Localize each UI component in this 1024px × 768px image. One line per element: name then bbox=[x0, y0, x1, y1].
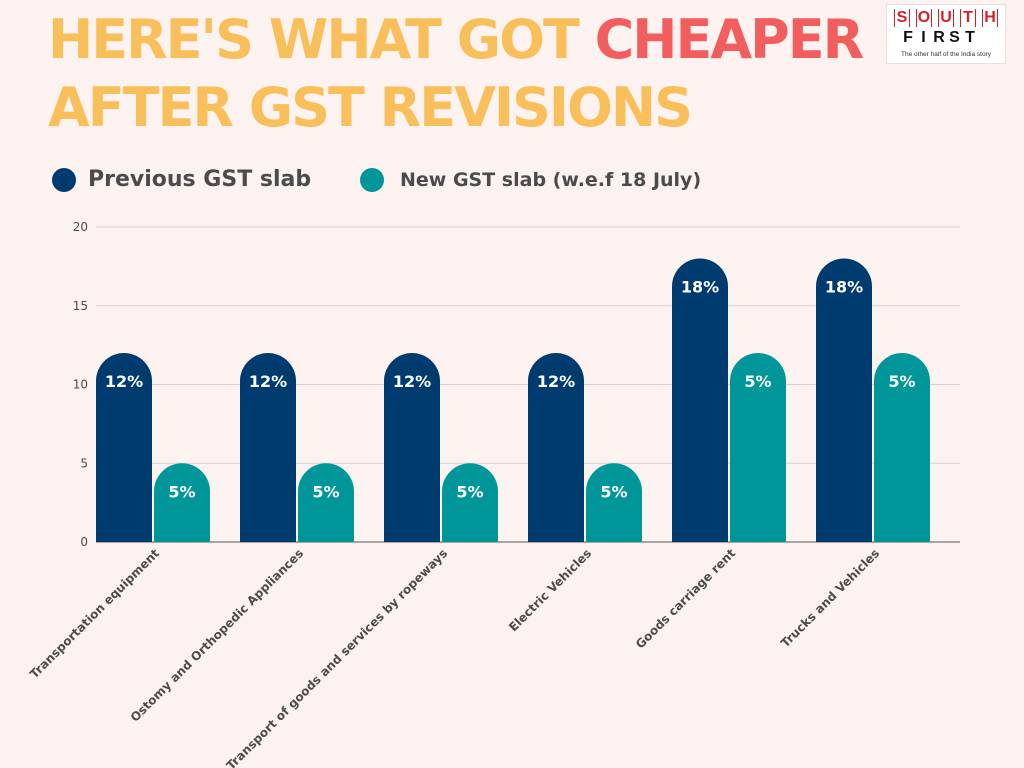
data-label: 5% bbox=[744, 372, 771, 391]
logo-letter: O bbox=[916, 9, 932, 27]
logo-letter: F bbox=[903, 29, 913, 46]
bar-new bbox=[874, 353, 930, 542]
bar-new bbox=[298, 463, 354, 542]
legend-item-new: New GST slab (w.e.f 18 July) bbox=[360, 168, 701, 192]
south-first-logo: S O U T H F I R S T The other half of th… bbox=[886, 4, 1006, 64]
x-tick-label: Goods carriage rent bbox=[633, 546, 738, 651]
data-label: 5% bbox=[456, 482, 483, 501]
legend-label-new: New GST slab (w.e.f 18 July) bbox=[400, 169, 702, 191]
bar-previous bbox=[672, 258, 728, 542]
data-label: 18% bbox=[681, 278, 719, 297]
data-label: 5% bbox=[888, 372, 915, 391]
data-label: 12% bbox=[393, 372, 431, 391]
legend-label-previous: Previous GST slab bbox=[88, 167, 312, 192]
logo-letter: R bbox=[933, 29, 945, 46]
logo-letter: S bbox=[949, 29, 960, 46]
logo-tagline: The other half of the India story bbox=[901, 51, 991, 58]
y-tick-label: 20 bbox=[73, 220, 88, 234]
title-highlight: CHEAPER bbox=[594, 8, 865, 71]
data-label: 5% bbox=[600, 482, 627, 501]
y-tick-label: 15 bbox=[73, 299, 88, 313]
x-tick-label: Transport of goods and services by ropew… bbox=[224, 546, 450, 768]
bar-previous bbox=[384, 353, 440, 542]
y-tick-label: 0 bbox=[80, 535, 88, 549]
bar-new bbox=[154, 463, 210, 542]
logo-line-2: F I R S T bbox=[901, 29, 977, 47]
bar-new bbox=[442, 463, 498, 542]
data-label: 18% bbox=[825, 278, 863, 297]
logo-letter: U bbox=[938, 9, 954, 27]
data-label: 12% bbox=[105, 372, 143, 391]
logo-line-1: S O U T H bbox=[894, 9, 998, 27]
legend-item-previous: Previous GST slab bbox=[52, 167, 311, 192]
data-label: 12% bbox=[537, 372, 575, 391]
bar-previous bbox=[816, 258, 872, 542]
bar-previous bbox=[528, 353, 584, 542]
legend-swatch-new bbox=[360, 168, 384, 192]
page-title: HERE'S WHAT GOT CHEAPER AFTER GST REVISI… bbox=[48, 6, 865, 142]
logo-letter: I bbox=[921, 29, 926, 46]
bar-new bbox=[586, 463, 642, 542]
data-label: 5% bbox=[168, 482, 195, 501]
data-label: 5% bbox=[312, 482, 339, 501]
y-tick-label: 10 bbox=[73, 378, 88, 392]
logo-letter: S bbox=[894, 9, 910, 27]
x-tick-label: Transportation equipment bbox=[27, 546, 162, 681]
legend-swatch-previous bbox=[52, 167, 76, 192]
title-part-1: HERE'S WHAT GOT bbox=[48, 8, 595, 71]
x-tick-label: Electric Vehicles bbox=[506, 546, 594, 634]
bar-previous bbox=[96, 353, 152, 542]
bar-new bbox=[730, 353, 786, 542]
x-tick-label: Ostomy and Orthopedic Appliances bbox=[128, 546, 306, 724]
y-tick-label: 5 bbox=[80, 456, 88, 470]
logo-letter: T bbox=[960, 9, 976, 27]
logo-letter: T bbox=[965, 29, 975, 46]
title-line-2: AFTER GST REVISIONS bbox=[48, 76, 693, 139]
data-label: 12% bbox=[249, 372, 287, 391]
x-tick-label: Trucks and Vehicles bbox=[778, 546, 882, 650]
bar-previous bbox=[240, 353, 296, 542]
logo-letter: H bbox=[982, 9, 998, 27]
